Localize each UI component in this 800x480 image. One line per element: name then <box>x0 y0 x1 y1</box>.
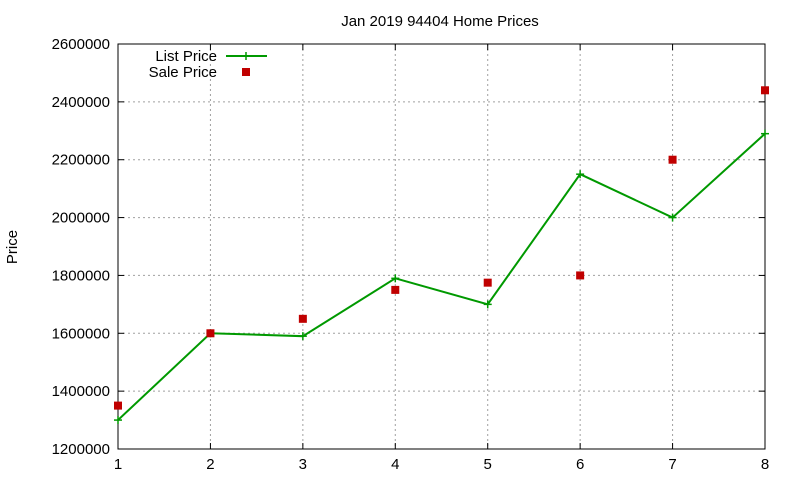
sale-price-point <box>114 401 122 410</box>
y-axis-label: Price <box>4 230 21 264</box>
list-price-point <box>483 300 492 309</box>
sale-price-point <box>298 314 307 323</box>
x-tick-label: 7 <box>668 456 676 473</box>
plot-border <box>117 43 766 450</box>
series <box>114 86 769 425</box>
sale-price-point <box>576 271 585 280</box>
legend-label: Sale Price <box>149 64 217 81</box>
list-price-point <box>114 416 122 425</box>
x-tick-label: 5 <box>484 456 492 473</box>
legend-square-marker <box>242 68 250 76</box>
y-tick-label: 1200000 <box>52 441 110 458</box>
legend-label: List Price <box>155 48 217 65</box>
x-tick-label: 6 <box>576 456 584 473</box>
sale-price-point <box>206 329 215 338</box>
y-tick-label: 1400000 <box>52 383 110 400</box>
list-price-point <box>576 170 585 179</box>
y-tick-label: 2000000 <box>52 210 110 227</box>
list-price-point <box>761 129 769 138</box>
sale-price-point <box>668 155 677 164</box>
sale-price-point <box>391 285 400 294</box>
list-price-point <box>668 213 677 222</box>
x-tick-label: 4 <box>391 456 399 473</box>
x-tick-label: 8 <box>761 456 769 473</box>
y-tick-label: 2400000 <box>52 94 110 111</box>
sale-price-point <box>483 278 492 287</box>
x-tick-label: 2 <box>206 456 214 473</box>
y-tick-label: 2200000 <box>52 152 110 169</box>
chart-title: Jan 2019 94404 Home Prices <box>341 13 539 30</box>
x-tick-label: 3 <box>299 456 307 473</box>
x-tick-label: 1 <box>114 456 122 473</box>
y-tick-label: 2600000 <box>52 36 110 53</box>
list-price-line <box>117 132 766 421</box>
legend-plus-marker <box>242 52 250 60</box>
y-tick-label: 1800000 <box>52 267 110 284</box>
axis-ticks: 1200000 1400000 1600000 1800000 2000000 22000… <box>52 36 770 473</box>
list-price-point <box>391 274 400 283</box>
grid <box>118 44 765 449</box>
list-price-point <box>298 332 307 341</box>
sale-price-point <box>761 86 769 95</box>
y-tick-label: 1600000 <box>52 325 110 342</box>
